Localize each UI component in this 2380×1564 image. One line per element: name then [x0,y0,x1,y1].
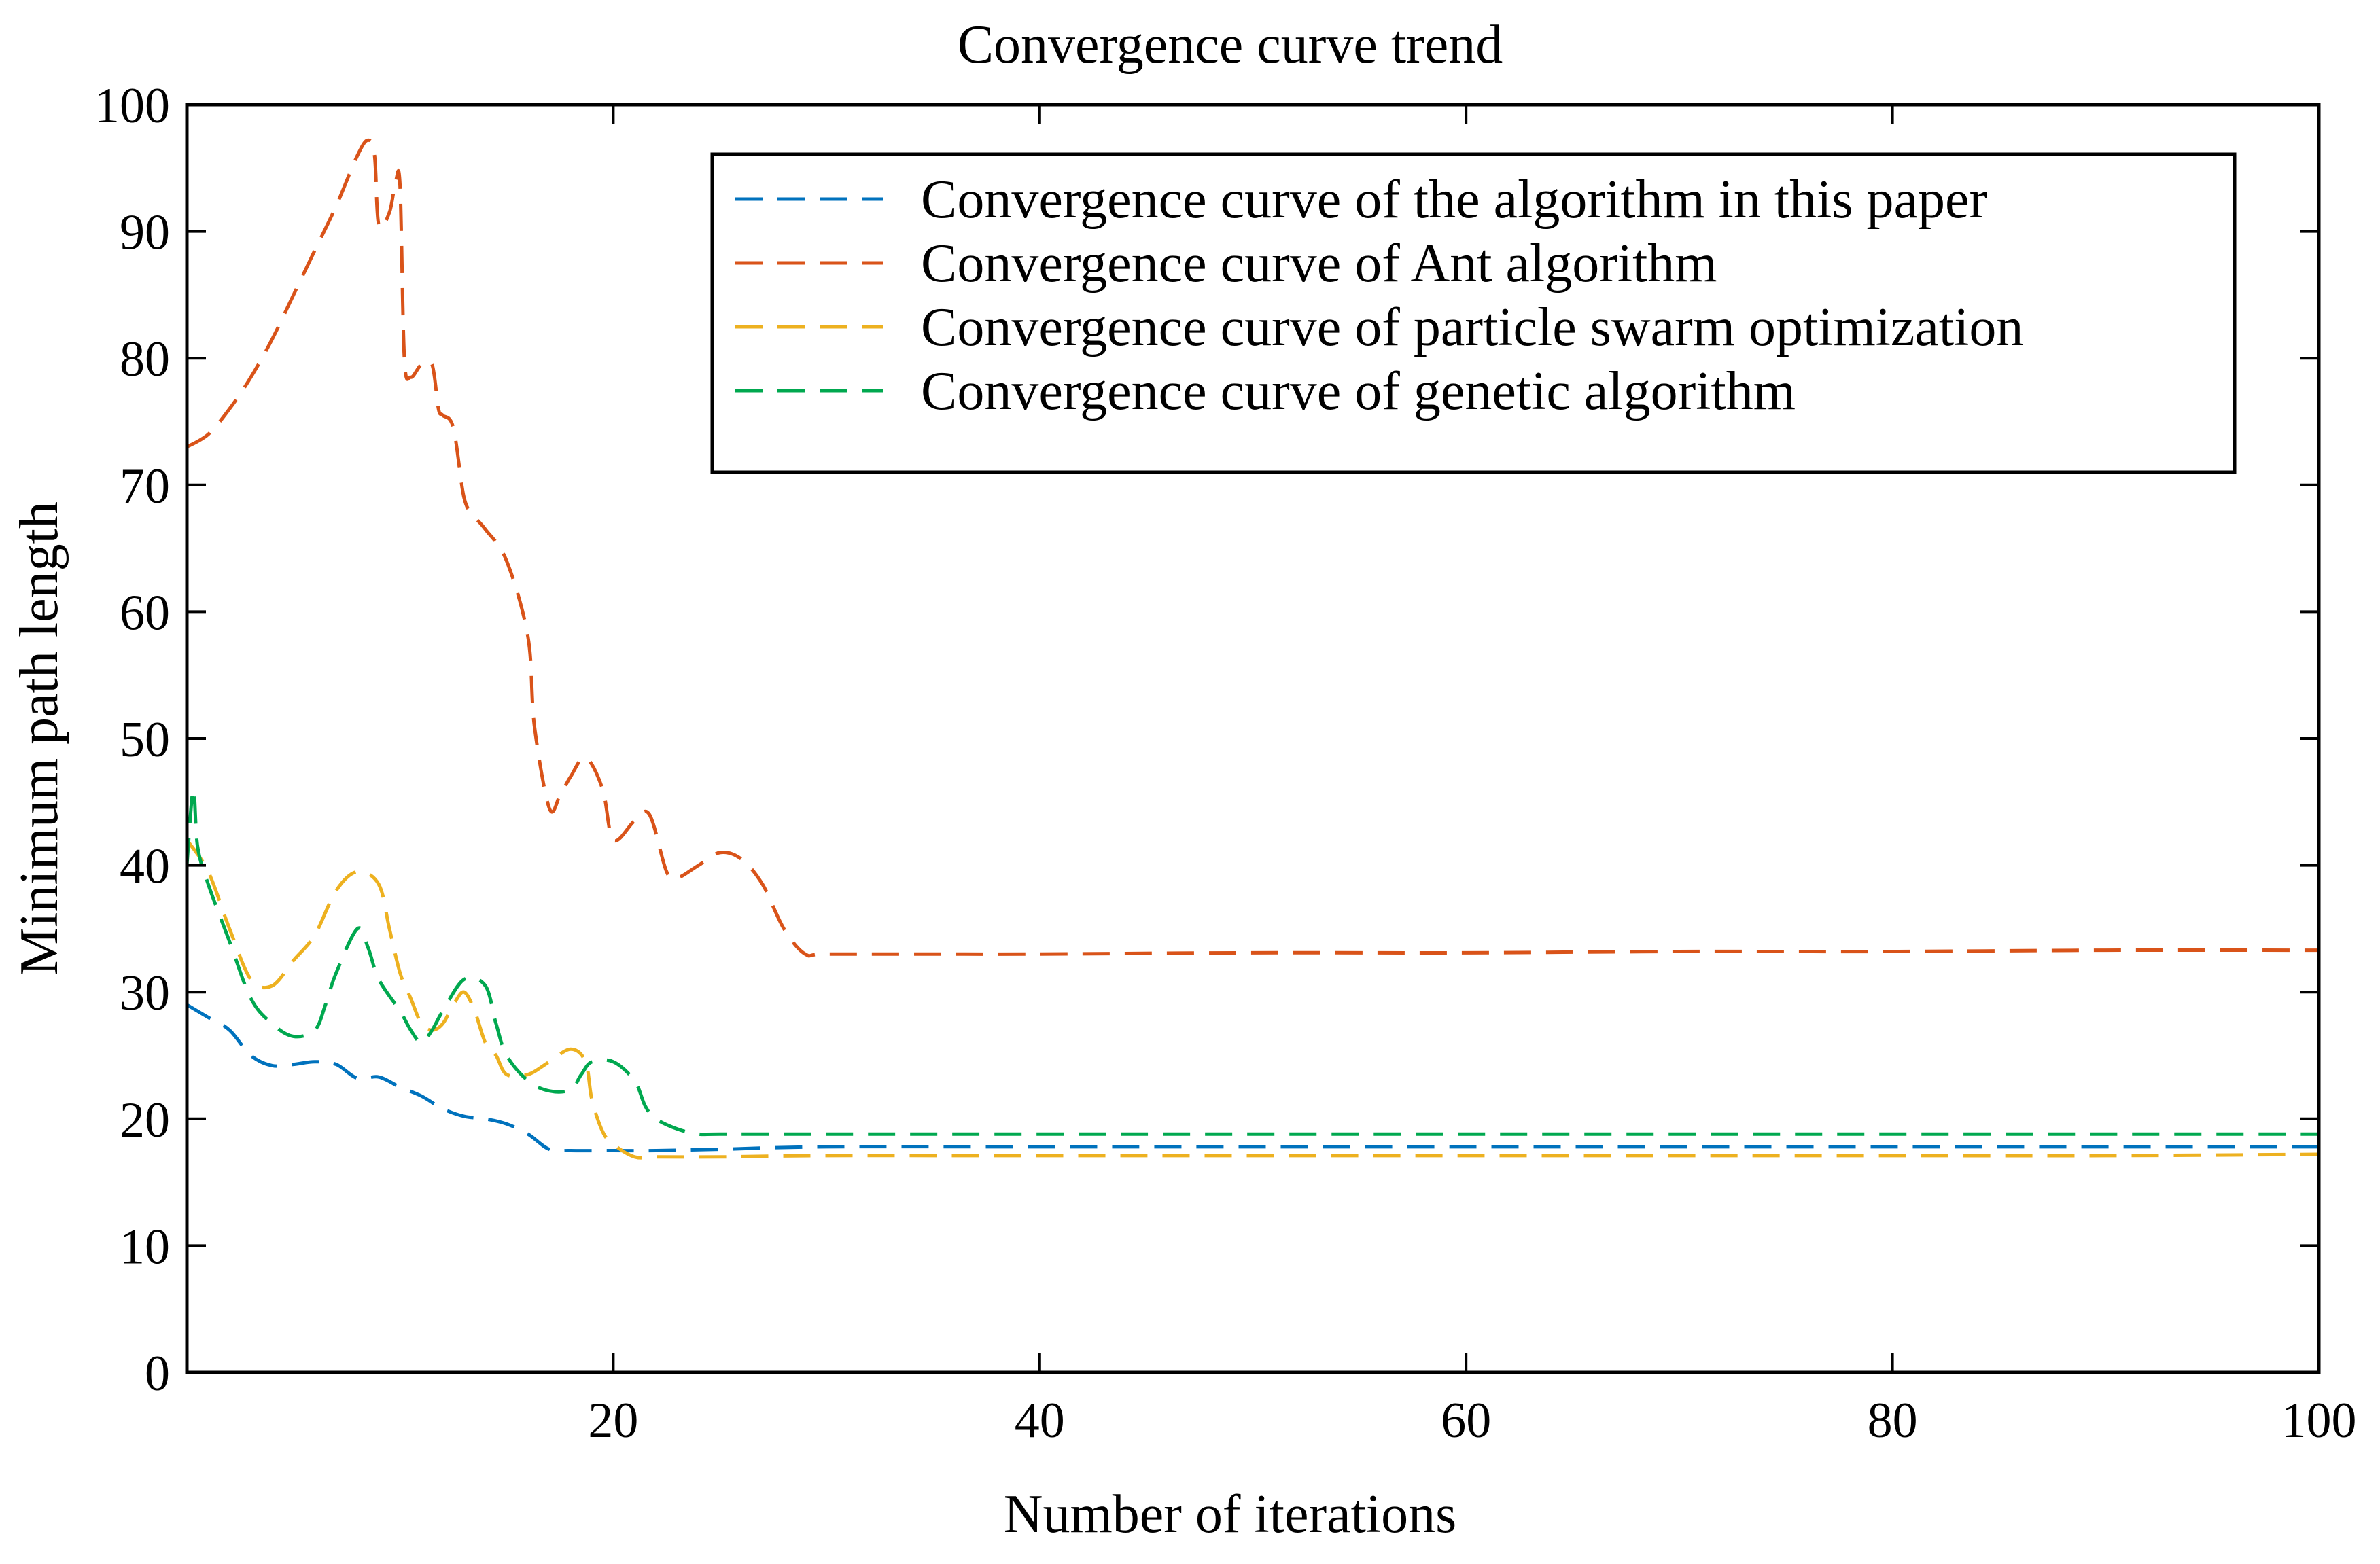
y-axis-title: Minimum path length [10,501,69,976]
y-tick-label: 30 [120,965,170,1021]
x-tick-label: 80 [1868,1393,1918,1449]
y-tick-label: 100 [94,78,170,134]
legend-label-3: Convergence curve of genetic algorithm [921,361,1796,421]
legend-box [710,152,2237,474]
legend-label-1: Convergence curve of Ant algorithm [921,234,1717,294]
series-line-0 [186,1003,2319,1153]
y-tick-label: 90 [120,205,170,261]
legend: Convergence curve of the algorithm in th… [710,152,2237,474]
legend-label-2: Convergence curve of particle swarm opti… [921,298,2023,357]
ticks-layer: 20 40 60 80 100 0 10 20 30 40 50 60 70 80 90 100 [94,78,2357,1449]
series-line-2 [185,838,2320,1160]
y-tick-label: 0 [145,1346,170,1402]
y-tick-label: 50 [120,712,170,768]
legend-label-0: Convergence curve of the algorithm in th… [921,170,1987,230]
chart-title: Convergence curve trend [958,15,1503,75]
x-tick-label: 20 [588,1393,638,1449]
y-tick-label: 80 [120,332,170,387]
series-line-3 [185,787,2319,1137]
y-tick-label: 20 [120,1092,170,1148]
y-tick-label: 70 [120,459,170,514]
x-tick-label: 100 [2281,1393,2357,1449]
y-tick-label: 60 [120,585,170,641]
x-tick-label: 40 [1015,1393,1065,1449]
x-tick-label: 60 [1441,1393,1491,1449]
series-line-1 [186,138,2320,958]
y-tick-label: 40 [120,839,170,895]
series-layer [185,138,2320,1160]
y-tick-label: 10 [120,1219,170,1275]
x-axis-title: Number of iterations [1004,1485,1456,1544]
legend-items: Convergence curve of the algorithm in th… [735,170,2023,421]
